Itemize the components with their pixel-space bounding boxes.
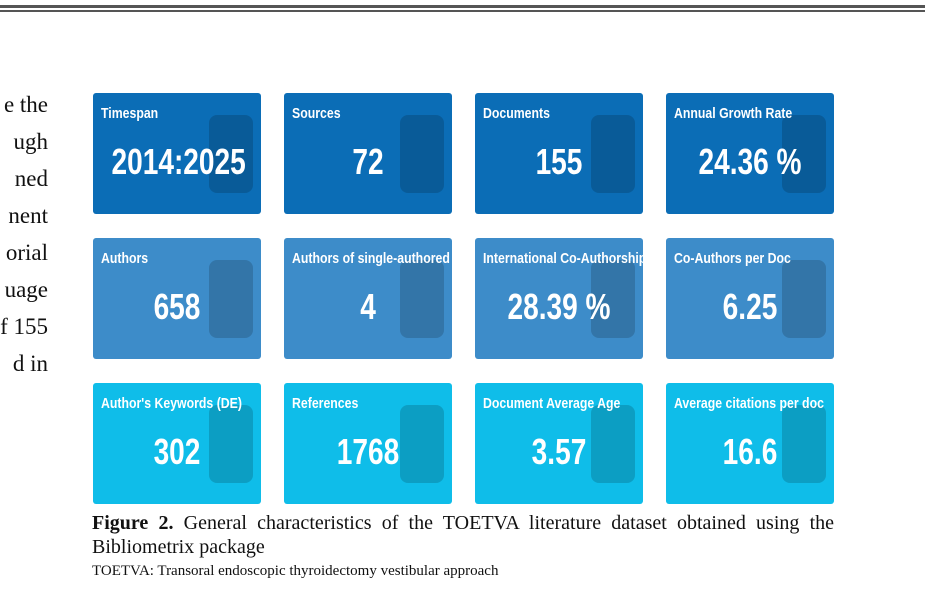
card-value: 16.6 xyxy=(722,431,778,472)
card-icon xyxy=(209,115,253,193)
stat-card: International Co-Authorship 28.39 % xyxy=(475,238,643,359)
stat-card: References 1768 xyxy=(284,383,452,504)
card-value: 2014:2025 xyxy=(111,141,246,182)
body-line: e the xyxy=(3,92,48,117)
stat-card: Co-Authors per Doc 6.25 xyxy=(666,238,834,359)
card-title: References xyxy=(292,395,359,412)
caption-text: General characteristics of the TOETVA li… xyxy=(92,512,835,558)
card-icon xyxy=(400,260,444,338)
card-title: Documents xyxy=(483,105,550,122)
card-title: Timespan xyxy=(101,105,159,122)
stat-card: Document Average Age 3.57 xyxy=(475,383,643,504)
card-title: International Co-Authorship xyxy=(483,250,643,267)
body-line: ugh xyxy=(13,129,49,154)
card-value: 658 xyxy=(153,286,201,327)
card-value: 3.57 xyxy=(531,431,587,472)
body-text: e the ugh ned nent orial uage f 155 d in xyxy=(0,86,48,382)
card-value: 155 xyxy=(535,141,583,182)
card-title: Average citations per doc xyxy=(674,395,824,412)
body-line: d in xyxy=(12,351,48,376)
stat-card: Annual Growth Rate 24.36 % xyxy=(666,93,834,214)
stat-card: Timespan 2014:2025 xyxy=(93,93,261,214)
card-icon xyxy=(209,405,253,483)
card-title: Authors xyxy=(101,250,149,267)
card-icon xyxy=(209,260,253,338)
card-icon xyxy=(782,405,826,483)
body-line: orial xyxy=(5,240,48,265)
body-line: uage xyxy=(4,277,48,302)
card-icon xyxy=(591,260,635,338)
card-value: 302 xyxy=(153,431,201,472)
card-title: Author's Keywords (DE) xyxy=(101,395,242,412)
stat-card: Sources 72 xyxy=(284,93,452,214)
card-value: 6.25 xyxy=(722,286,778,327)
card-value: 4 xyxy=(360,286,376,327)
stat-card: Authors 658 xyxy=(93,238,261,359)
card-value: 28.39 % xyxy=(507,286,611,327)
card-value: 1768 xyxy=(336,431,400,472)
card-title: Document Average Age xyxy=(483,395,621,412)
card-icon xyxy=(782,115,826,193)
card-icon xyxy=(591,115,635,193)
body-line: f 155 xyxy=(0,314,48,339)
card-title: Annual Growth Rate xyxy=(674,105,793,122)
card-icon xyxy=(400,115,444,193)
card-icon xyxy=(591,405,635,483)
top-rule xyxy=(0,5,925,8)
card-value: 72 xyxy=(352,141,384,182)
footnote: TOETVA: Transoral endoscopic thyroidecto… xyxy=(92,563,499,579)
stat-card: Author's Keywords (DE) 302 xyxy=(93,383,261,504)
caption: Figure 2. General characteristics of the… xyxy=(92,511,834,559)
card-icon xyxy=(782,260,826,338)
top-rule xyxy=(0,10,925,12)
card-title: Co-Authors per Doc xyxy=(674,250,791,267)
stat-card: Authors of single-authored d 4 xyxy=(284,238,452,359)
card-title: Sources xyxy=(292,105,341,122)
caption-label: Figure 2. xyxy=(92,512,174,534)
stat-card: Average citations per doc 16.6 xyxy=(666,383,834,504)
card-value: 24.36 % xyxy=(698,141,802,182)
body-line: nent xyxy=(8,203,48,228)
card-title: Authors of single-authored d xyxy=(292,250,452,267)
body-line: ned xyxy=(14,166,48,191)
card-icon xyxy=(400,405,444,483)
stat-card: Documents 155 xyxy=(475,93,643,214)
